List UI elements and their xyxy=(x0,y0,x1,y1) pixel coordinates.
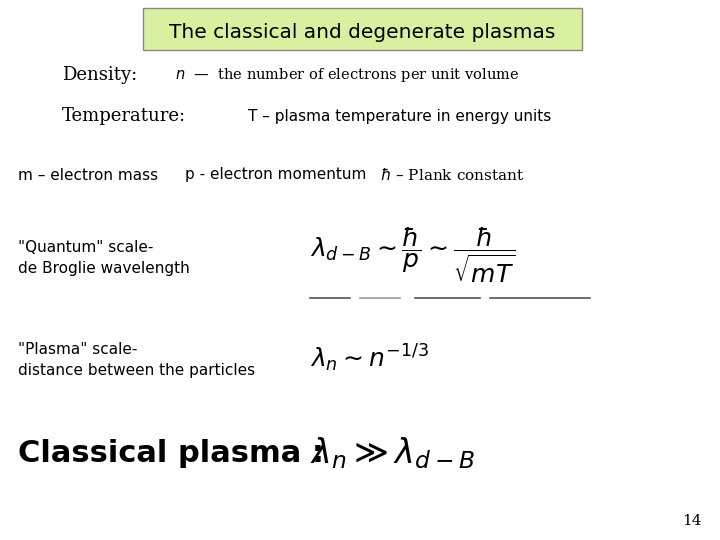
Text: Classical plasma :: Classical plasma : xyxy=(18,438,324,468)
Text: The classical and degenerate plasmas: The classical and degenerate plasmas xyxy=(168,24,555,43)
Text: "Plasma" scale-
distance between the particles: "Plasma" scale- distance between the par… xyxy=(18,342,255,378)
Text: $n$  —  the number of electrons per unit volume: $n$ — the number of electrons per unit v… xyxy=(175,66,519,84)
Text: $\lambda_{d-B} \sim \dfrac{\hbar}{p} \sim \dfrac{\hbar}{\sqrt{mT}}$: $\lambda_{d-B} \sim \dfrac{\hbar}{p} \si… xyxy=(310,225,516,285)
Text: $\lambda_n \sim n^{-1/3}$: $\lambda_n \sim n^{-1/3}$ xyxy=(310,342,429,374)
Text: Temperature:: Temperature: xyxy=(62,107,186,125)
Text: $\lambda_n \gg \lambda_{d-B}$: $\lambda_n \gg \lambda_{d-B}$ xyxy=(310,435,474,471)
FancyBboxPatch shape xyxy=(143,8,582,50)
Text: T – plasma temperature in energy units: T – plasma temperature in energy units xyxy=(248,109,552,124)
Text: p - electron momentum: p - electron momentum xyxy=(185,167,366,183)
Text: 14: 14 xyxy=(683,514,702,528)
Text: $\hbar$ – Plank constant: $\hbar$ – Plank constant xyxy=(380,167,524,183)
Text: "Quantum" scale-
de Broglie wavelength: "Quantum" scale- de Broglie wavelength xyxy=(18,240,190,276)
Text: m – electron mass: m – electron mass xyxy=(18,167,158,183)
Text: Density:: Density: xyxy=(62,66,138,84)
